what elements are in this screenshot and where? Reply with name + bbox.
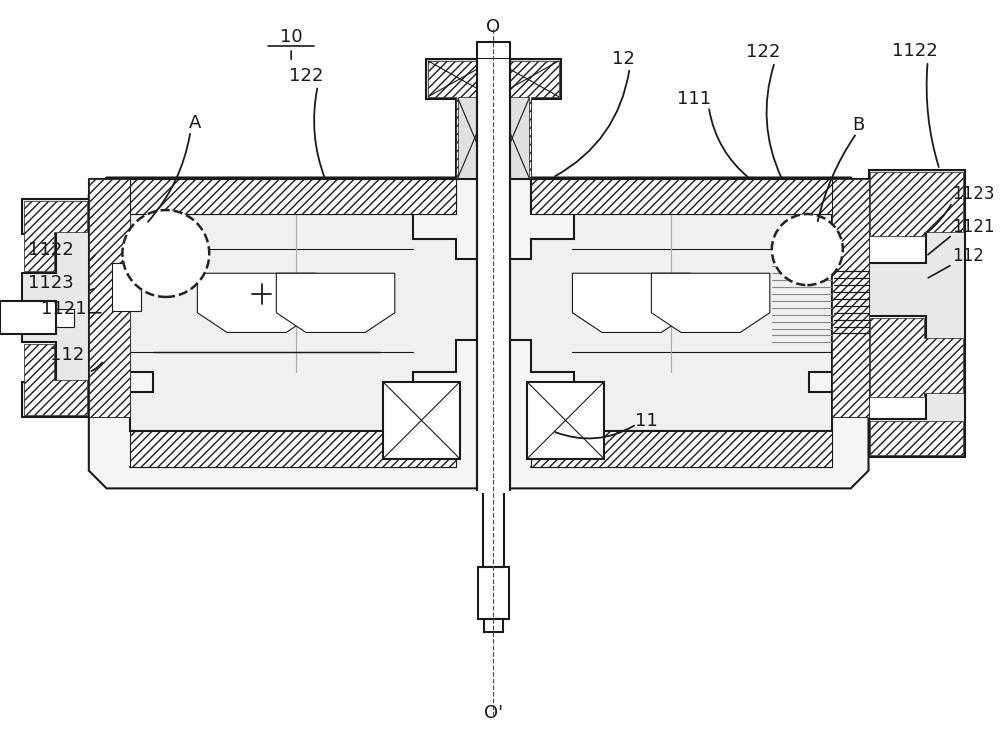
Text: 1122: 1122 [28,240,74,259]
Bar [483,490,504,567]
Polygon shape [510,214,832,431]
Bar [527,381,604,459]
Polygon shape [130,214,477,431]
Circle shape [772,214,843,285]
Text: 122: 122 [289,67,323,85]
Text: 112: 112 [50,346,84,364]
Text: B: B [853,116,865,135]
Bar [484,619,503,633]
Text: 1122: 1122 [892,42,938,60]
Polygon shape [197,273,316,332]
Text: 112: 112 [952,248,984,265]
Text: A: A [189,114,202,132]
Polygon shape [651,273,770,332]
Text: 10: 10 [280,29,302,46]
Polygon shape [572,273,691,332]
Polygon shape [24,201,87,271]
Bar [478,567,509,619]
Text: 1123: 1123 [952,185,995,204]
Polygon shape [89,178,869,488]
Bar [56,309,74,326]
Polygon shape [870,318,963,397]
Polygon shape [531,179,832,214]
Bar [383,381,460,459]
Text: O: O [486,18,501,35]
Bar [477,59,510,493]
Polygon shape [89,179,130,417]
Polygon shape [130,431,456,467]
Bar [112,263,141,311]
Polygon shape [426,59,561,179]
Text: 1121: 1121 [952,218,995,236]
Text: 111: 111 [677,90,711,107]
Text: 1121: 1121 [41,300,87,318]
Polygon shape [428,61,492,178]
Polygon shape [870,171,963,236]
Polygon shape [24,344,87,415]
Text: 11: 11 [635,412,658,430]
Polygon shape [22,199,89,417]
Text: O': O' [484,704,503,723]
Polygon shape [495,61,559,178]
Circle shape [122,210,209,297]
Bar [0,301,56,334]
Text: 1123: 1123 [28,274,74,292]
Polygon shape [531,431,832,467]
Text: 122: 122 [746,43,780,61]
Polygon shape [832,179,869,417]
Polygon shape [276,273,395,332]
Text: 12: 12 [612,50,635,68]
Polygon shape [869,170,965,457]
Polygon shape [870,421,963,455]
Polygon shape [130,179,456,214]
